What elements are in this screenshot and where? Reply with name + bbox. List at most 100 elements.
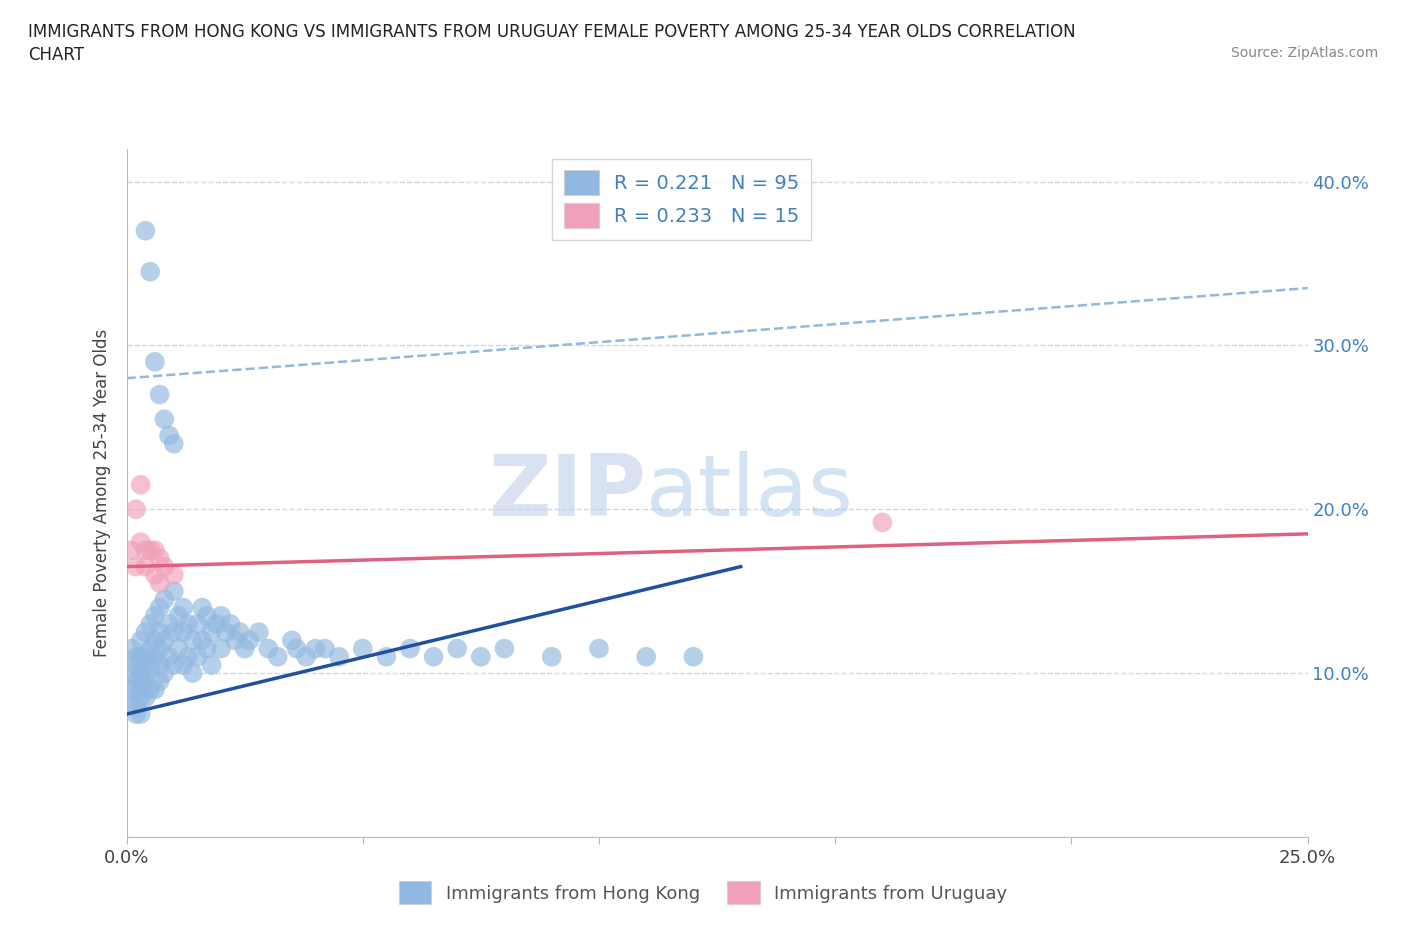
Point <box>200 658 222 672</box>
Point <box>129 682 152 697</box>
Point <box>682 649 704 664</box>
Point <box>143 608 166 623</box>
Point <box>149 600 172 615</box>
Point <box>872 515 894 530</box>
Point <box>120 666 142 681</box>
Point <box>328 649 350 664</box>
Text: IMMIGRANTS FROM HONG KONG VS IMMIGRANTS FROM URUGUAY FEMALE POVERTY AMONG 25-34 : IMMIGRANTS FROM HONG KONG VS IMMIGRANTS … <box>28 23 1076 41</box>
Point <box>191 600 214 615</box>
Point <box>139 658 162 672</box>
Point <box>134 543 156 558</box>
Point <box>163 567 186 582</box>
Point <box>143 354 166 369</box>
Point <box>215 625 238 640</box>
Text: atlas: atlas <box>647 451 855 535</box>
Point <box>540 649 562 664</box>
Point <box>238 633 260 648</box>
Point <box>134 666 156 681</box>
Point <box>139 543 162 558</box>
Point <box>143 649 166 664</box>
Point <box>229 625 252 640</box>
Point <box>143 567 166 582</box>
Point <box>352 641 374 656</box>
Point <box>125 674 148 689</box>
Point <box>163 436 186 451</box>
Point <box>153 666 176 681</box>
Point <box>120 690 142 705</box>
Point <box>139 264 162 279</box>
Point <box>153 412 176 427</box>
Point <box>149 387 172 402</box>
Point <box>494 641 516 656</box>
Point <box>167 641 190 656</box>
Point <box>195 608 218 623</box>
Point <box>129 674 152 689</box>
Text: Source: ZipAtlas.com: Source: ZipAtlas.com <box>1230 46 1378 60</box>
Point <box>153 592 176 607</box>
Point <box>125 658 148 672</box>
Y-axis label: Female Poverty Among 25-34 Year Olds: Female Poverty Among 25-34 Year Olds <box>93 329 111 657</box>
Point <box>125 707 148 722</box>
Point <box>446 641 468 656</box>
Point <box>304 641 326 656</box>
Point <box>186 649 208 664</box>
Point <box>134 559 156 574</box>
Point <box>129 707 152 722</box>
Point <box>157 428 180 443</box>
Point <box>129 649 152 664</box>
Point <box>191 633 214 648</box>
Point <box>143 633 166 648</box>
Point <box>209 608 232 623</box>
Point <box>125 698 148 713</box>
Point <box>143 682 166 697</box>
Point <box>177 617 200 631</box>
Point <box>153 633 176 648</box>
Point <box>139 682 162 697</box>
Point <box>134 649 156 664</box>
Point <box>422 649 444 664</box>
Point <box>149 658 172 672</box>
Point <box>129 477 152 492</box>
Point <box>209 641 232 656</box>
Point <box>153 559 176 574</box>
Point <box>470 649 492 664</box>
Legend: R = 0.221   N = 95, R = 0.233   N = 15: R = 0.221 N = 95, R = 0.233 N = 15 <box>553 158 811 240</box>
Point <box>143 543 166 558</box>
Point <box>172 600 194 615</box>
Point <box>129 690 152 705</box>
Point <box>149 576 172 591</box>
Point <box>172 658 194 672</box>
Point <box>120 641 142 656</box>
Point <box>285 641 308 656</box>
Point <box>120 543 142 558</box>
Point <box>181 666 204 681</box>
Point <box>224 633 246 648</box>
Point <box>134 674 156 689</box>
Text: ZIP: ZIP <box>488 451 647 535</box>
Point <box>149 641 172 656</box>
Point <box>247 625 270 640</box>
Point <box>149 674 172 689</box>
Point <box>149 625 172 640</box>
Point <box>129 535 152 550</box>
Point <box>257 641 280 656</box>
Point <box>125 502 148 517</box>
Point <box>134 625 156 640</box>
Point <box>125 559 148 574</box>
Point <box>149 551 172 565</box>
Point <box>163 625 186 640</box>
Point <box>375 649 398 664</box>
Point <box>267 649 290 664</box>
Point <box>139 617 162 631</box>
Point <box>163 658 186 672</box>
Point <box>125 649 148 664</box>
Point <box>139 641 162 656</box>
Point <box>200 625 222 640</box>
Point <box>134 223 156 238</box>
Point <box>129 633 152 648</box>
Point <box>157 649 180 664</box>
Point <box>157 617 180 631</box>
Point <box>172 625 194 640</box>
Point <box>186 617 208 631</box>
Point <box>233 641 256 656</box>
